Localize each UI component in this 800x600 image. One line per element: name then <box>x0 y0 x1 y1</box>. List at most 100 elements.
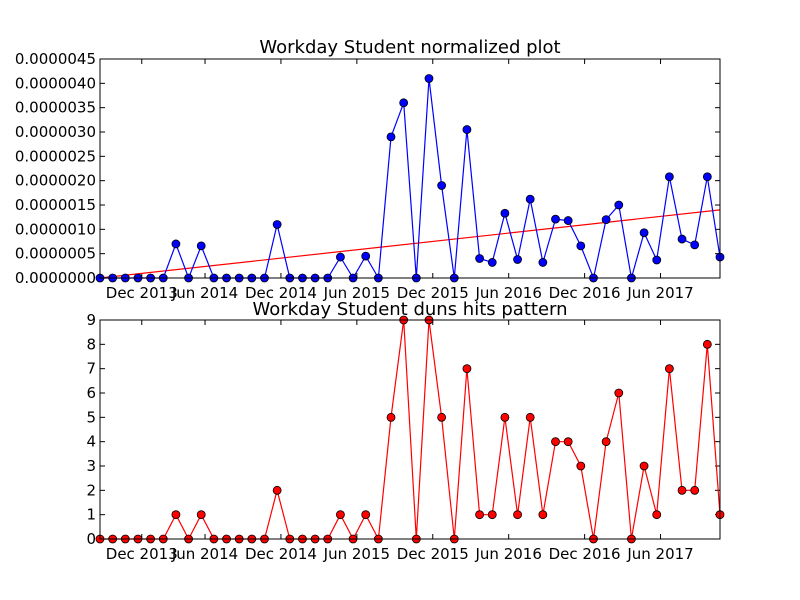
y-tick-label: 0.0000005 <box>15 245 96 263</box>
duns-hits-frame <box>99 319 721 540</box>
data-point <box>639 461 649 471</box>
series-line <box>100 319 721 542</box>
data-point <box>361 251 371 261</box>
x-tick-label: Dec 2013 <box>106 284 178 302</box>
data-point <box>563 216 573 225</box>
x-tick-label: Dec 2014 <box>245 545 317 563</box>
data-point <box>437 412 447 422</box>
y-tick-label: 4 <box>86 433 96 451</box>
y-tick-label: 0.0000035 <box>15 99 96 117</box>
y-tick-label: 1 <box>86 506 96 524</box>
y-tick-label: 0.0000015 <box>15 196 96 214</box>
duns-hits-panel: Workday Student duns hits pattern 0 1 2 3 4 5… <box>86 299 725 563</box>
trend-line <box>99 209 721 279</box>
y-tick-label: 0.0000040 <box>15 74 96 92</box>
normalized-plot-frame <box>99 58 721 279</box>
data-point <box>677 234 687 244</box>
x-tick-label: Jun 2014 <box>171 284 238 302</box>
data-point <box>563 437 573 447</box>
data-point <box>576 461 586 471</box>
x-tick-label: Jun 2014 <box>171 545 238 563</box>
data-point <box>272 220 282 229</box>
data-point <box>525 194 535 204</box>
data-point <box>576 241 586 251</box>
duns-hits-title: Workday Student duns hits pattern <box>252 299 567 320</box>
y-tick-label: 2 <box>86 481 96 499</box>
x-tick-label: Dec 2016 <box>549 545 621 563</box>
data-point <box>487 258 497 267</box>
normalized-plot-title: Workday Student normalized plot <box>259 37 560 58</box>
data-point <box>551 437 560 447</box>
data-point <box>500 208 510 218</box>
data-point <box>336 252 345 262</box>
data-point <box>272 485 282 495</box>
y-tick-label: 3 <box>86 457 96 475</box>
data-point <box>424 74 434 83</box>
x-tick-label: Dec 2014 <box>245 284 317 302</box>
y-tick-label: 8 <box>86 335 96 353</box>
data-point <box>551 214 560 224</box>
y-tick-label: 0.0000010 <box>15 220 96 238</box>
y-tick-label: 0.0000030 <box>15 123 96 141</box>
data-point <box>652 510 662 520</box>
duns-hits-marks <box>95 315 725 544</box>
data-point <box>538 510 548 520</box>
data-point <box>601 215 611 225</box>
data-point <box>702 172 712 182</box>
y-tick-label: 0.0000000 <box>15 269 96 287</box>
data-point <box>652 255 662 265</box>
data-point <box>690 240 700 250</box>
data-point <box>664 364 674 374</box>
data-point <box>462 364 472 374</box>
data-point <box>361 510 371 520</box>
data-point <box>171 239 181 249</box>
data-point <box>513 255 522 264</box>
y-tick-label: 0.0000020 <box>15 172 96 190</box>
y-tick-label: 6 <box>86 384 96 402</box>
normalized-plot-marks <box>95 74 725 283</box>
y-tick-label: 0.0000025 <box>15 147 96 165</box>
data-point <box>196 241 206 251</box>
data-point <box>475 254 484 263</box>
duns-hits-y-ticks: 0 1 2 3 4 5 6 7 8 9 <box>86 311 720 548</box>
data-point <box>690 485 700 495</box>
data-point <box>386 132 396 142</box>
x-tick-label: Jun 2016 <box>474 284 541 302</box>
x-tick-label: Dec 2016 <box>549 284 621 302</box>
data-point <box>487 510 497 520</box>
x-tick-label: Dec 2015 <box>397 545 469 563</box>
normalized-plot-y-ticks: 0.0000000 0.0000005 0.0000010 0.0000015 0.00… <box>15 50 720 287</box>
x-tick-label: Dec 2013 <box>106 545 178 563</box>
x-tick-label: Jun 2017 <box>626 545 693 563</box>
x-tick-label: Jun 2017 <box>626 284 693 302</box>
data-point <box>196 510 206 520</box>
y-tick-label: 7 <box>86 360 96 378</box>
x-tick-label: Jun 2016 <box>474 545 541 563</box>
data-point <box>386 412 396 422</box>
data-point <box>399 98 409 108</box>
data-point <box>513 510 522 520</box>
data-point <box>462 125 472 134</box>
data-point <box>475 510 484 520</box>
data-point <box>614 388 624 398</box>
data-point <box>525 412 535 422</box>
data-point <box>639 228 649 238</box>
data-point <box>336 510 345 520</box>
data-point <box>614 200 624 210</box>
x-tick-label: Jun 2015 <box>323 284 390 302</box>
data-point <box>601 437 611 447</box>
data-point <box>500 412 510 422</box>
y-tick-label: 0 <box>86 530 96 548</box>
x-tick-label: Jun 2015 <box>323 545 390 563</box>
x-tick-label: Dec 2015 <box>397 284 469 302</box>
data-point <box>677 485 687 495</box>
data-point <box>664 172 674 182</box>
y-tick-label: 9 <box>86 311 96 329</box>
y-tick-label: 5 <box>86 408 96 426</box>
series-line <box>100 78 721 281</box>
data-point <box>702 339 712 349</box>
data-point <box>437 181 447 190</box>
